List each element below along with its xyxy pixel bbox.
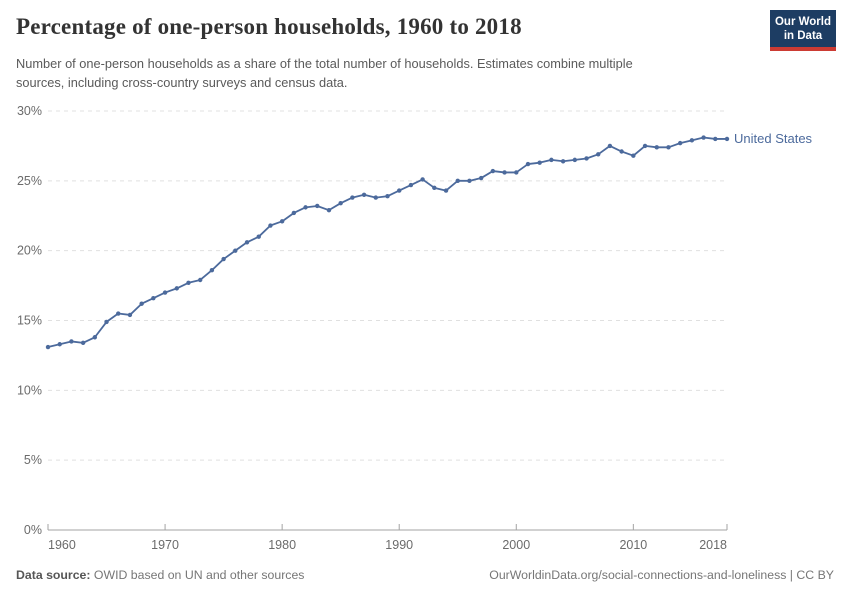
y-axis-tick-label: 0% [24, 523, 42, 537]
y-axis-tick-label: 25% [17, 174, 42, 188]
data-source-note: Data source: OWID based on UN and other … [16, 568, 304, 582]
data-point[interactable] [490, 168, 496, 174]
data-point[interactable] [420, 177, 425, 182]
data-point[interactable] [57, 342, 62, 347]
owid-logo-line-2: in Data [783, 30, 823, 42]
series-line-united-states[interactable] [47, 136, 728, 348]
data-source-text: OWID based on UN and other sources [90, 568, 305, 582]
data-point[interactable] [350, 195, 355, 200]
data-point[interactable] [291, 210, 297, 216]
x-axis-tick-label: 1990 [385, 538, 413, 552]
data-point[interactable] [174, 286, 179, 291]
data-point[interactable] [619, 149, 624, 154]
data-point[interactable] [724, 136, 730, 142]
owid-logo-line-1: Our World [774, 16, 831, 28]
data-point[interactable] [373, 195, 378, 200]
x-axis-tick-label: 1980 [268, 538, 296, 552]
owid-logo-box: Our World in Data [770, 10, 836, 47]
data-point[interactable] [397, 188, 402, 193]
footer-link[interactable]: OurWorldinData.org/social-connections-an… [489, 568, 787, 582]
data-point[interactable] [197, 277, 203, 283]
y-axis-tick-label: 10% [17, 383, 42, 397]
license-text: CC BY [796, 568, 834, 582]
footer-divider: | [786, 568, 797, 582]
series-label-united-states: United States [734, 131, 813, 146]
data-point[interactable] [80, 340, 86, 346]
owid-logo[interactable]: Our World in Data [770, 10, 836, 51]
chart-footer: Data source: OWID based on UN and other … [16, 568, 834, 582]
data-point[interactable] [315, 203, 320, 209]
y-axis-tick-label: 5% [24, 453, 42, 467]
data-point[interactable] [139, 301, 144, 306]
data-point[interactable] [92, 335, 98, 340]
y-axis-tick-label: 20% [17, 244, 42, 258]
x-axis-tick-label: 2018 [699, 538, 727, 552]
data-point[interactable] [385, 193, 390, 199]
data-point[interactable] [127, 312, 133, 318]
data-point[interactable] [443, 188, 449, 193]
data-point[interactable] [677, 140, 683, 146]
x-axis-tick-label: 2000 [502, 538, 530, 552]
x-axis-tick-label: 1960 [48, 538, 76, 552]
data-point[interactable] [256, 234, 261, 239]
data-point[interactable] [467, 178, 472, 184]
data-point[interactable] [607, 143, 613, 149]
data-point[interactable] [45, 344, 51, 350]
x-axis-tick-label: 1970 [151, 538, 179, 552]
data-point[interactable] [701, 135, 706, 140]
data-point[interactable] [244, 240, 250, 245]
data-point[interactable] [713, 136, 718, 142]
data-point[interactable] [549, 157, 554, 163]
data-point[interactable] [338, 200, 343, 206]
data-point[interactable] [455, 178, 460, 184]
data-point[interactable] [279, 219, 285, 224]
data-point[interactable] [104, 319, 109, 325]
data-point[interactable] [502, 170, 507, 175]
data-point[interactable] [326, 207, 332, 213]
data-point[interactable] [596, 152, 601, 157]
owid-logo-accent-bar [770, 47, 836, 51]
data-point[interactable] [151, 295, 156, 301]
footer-citation: OurWorldinData.org/social-connections-an… [489, 568, 834, 582]
data-point[interactable] [572, 157, 578, 163]
data-point[interactable] [478, 175, 484, 181]
data-source-label: Data source: [16, 568, 91, 582]
data-point[interactable] [162, 290, 168, 295]
data-point[interactable] [514, 170, 519, 175]
data-point[interactable] [642, 143, 648, 149]
page-subtitle: Number of one-person households as a sha… [16, 54, 746, 92]
data-point[interactable] [186, 280, 191, 285]
data-point[interactable] [560, 159, 566, 164]
data-point[interactable] [233, 248, 238, 253]
data-point[interactable] [209, 268, 215, 273]
data-point[interactable] [654, 145, 659, 150]
data-point[interactable] [361, 192, 367, 197]
data-point[interactable] [666, 145, 671, 150]
x-axis-tick-label: 2010 [619, 538, 647, 552]
subtitle-line-1: Number of one-person households as a sha… [16, 56, 633, 71]
y-axis-tick-label: 30% [17, 104, 42, 118]
data-point[interactable] [631, 153, 636, 158]
data-point[interactable] [408, 182, 414, 188]
subtitle-line-2: sources, including cross-country surveys… [16, 75, 348, 90]
data-point[interactable] [221, 256, 226, 262]
y-axis-tick-label: 15% [17, 314, 42, 328]
data-point[interactable] [525, 161, 531, 167]
data-point[interactable] [303, 205, 308, 210]
data-point[interactable] [116, 311, 121, 316]
page-title: Percentage of one-person households, 196… [16, 14, 522, 39]
data-point[interactable] [689, 138, 695, 143]
data-point[interactable] [537, 160, 542, 165]
data-point[interactable] [69, 339, 74, 344]
data-point[interactable] [268, 223, 273, 228]
data-point[interactable] [432, 185, 437, 191]
data-point[interactable] [584, 156, 589, 161]
